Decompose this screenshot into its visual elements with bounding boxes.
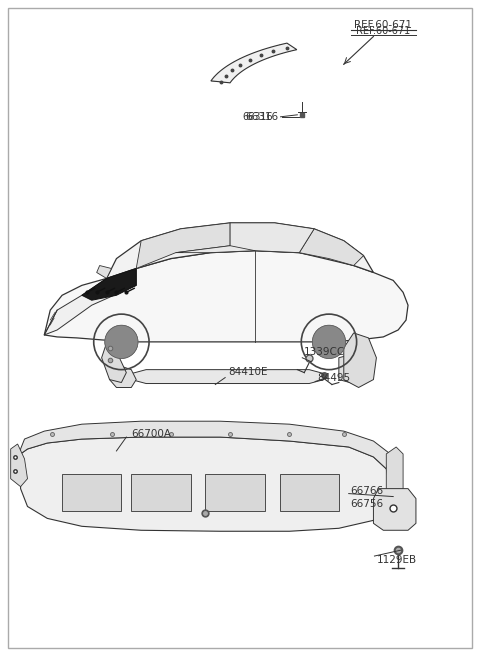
Polygon shape [131,369,324,384]
Polygon shape [373,489,416,530]
Polygon shape [102,343,126,382]
Bar [205,474,264,512]
Polygon shape [109,363,136,388]
Polygon shape [176,223,314,253]
Circle shape [105,325,138,359]
Polygon shape [386,447,403,497]
Polygon shape [107,223,373,278]
Polygon shape [21,437,390,531]
Polygon shape [44,268,136,335]
Polygon shape [82,268,136,300]
Text: 66700A: 66700A [131,429,171,439]
Text: 66316: 66316 [242,112,273,122]
Polygon shape [339,354,373,384]
Circle shape [312,325,346,359]
Bar [62,474,121,512]
Text: 66756: 66756 [351,499,384,508]
Polygon shape [11,444,27,487]
Polygon shape [136,223,230,268]
Text: 84495: 84495 [317,373,350,382]
Text: REF.60-671: REF.60-671 [354,20,412,30]
Polygon shape [44,251,408,342]
Polygon shape [211,43,297,83]
Bar [131,474,191,512]
Polygon shape [344,333,376,388]
Text: 1339CC: 1339CC [304,347,346,357]
Text: 66316: 66316 [245,112,278,122]
Polygon shape [300,229,363,266]
Polygon shape [21,421,390,469]
Text: REF.60-671: REF.60-671 [356,26,410,35]
Bar [279,474,339,512]
Text: 66766: 66766 [351,485,384,496]
Polygon shape [96,266,111,278]
Text: 84410E: 84410E [228,367,268,377]
Text: 1129EB: 1129EB [376,555,417,565]
